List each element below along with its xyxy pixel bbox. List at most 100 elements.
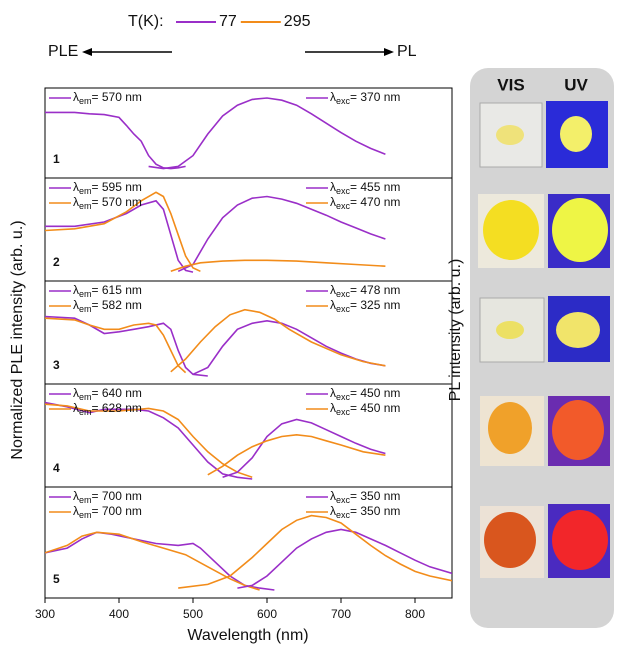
annotation: λem= 570 nm: [73, 90, 142, 106]
x-tick-label: 800: [405, 607, 425, 621]
x-axis-title: Wavelength (nm): [187, 627, 308, 644]
annotation-symbol: λ: [73, 504, 79, 518]
legend-title: T(K):: [128, 13, 164, 30]
annotation-value: = 570 nm: [92, 195, 142, 209]
legend-label: 77: [219, 13, 237, 30]
spectrum-line: [148, 97, 386, 170]
annotation-subscript: exc: [336, 96, 351, 106]
spectrum-line: [170, 259, 386, 273]
annotation-symbol: λ: [330, 90, 336, 104]
ple-label: PLE: [48, 43, 78, 60]
annotation: λem= 570 nm: [73, 195, 142, 211]
annotation-symbol: λ: [73, 489, 79, 503]
annotation-subscript: em: [79, 201, 92, 211]
column-header: VIS: [497, 75, 524, 94]
legend-label: 295: [284, 13, 311, 30]
annotation-subscript: em: [79, 304, 92, 314]
photo-sample: [552, 400, 604, 460]
annotation: λem= 582 nm: [73, 298, 142, 314]
photo-sample: [496, 125, 524, 145]
column-header: UV: [564, 75, 588, 94]
photo-sample: [552, 510, 608, 570]
spectrum-line: [178, 514, 452, 589]
annotation-value: = 450 nm: [350, 386, 400, 400]
annotation-symbol: λ: [73, 283, 79, 297]
annotation: λem= 640 nm: [73, 386, 142, 402]
annotation-subscript: exc: [336, 289, 351, 299]
annotation-value: = 350 nm: [350, 489, 400, 503]
pl-label: PL: [397, 43, 417, 60]
spectrum-line: [45, 315, 208, 377]
annotation-symbol: λ: [73, 195, 79, 209]
x-tick-label: 400: [109, 607, 129, 621]
annotation-subscript: exc: [336, 495, 351, 505]
annotation-subscript: em: [79, 96, 92, 106]
annotation-subscript: em: [79, 407, 92, 417]
annotation-symbol: λ: [330, 283, 336, 297]
spectrum-line: [45, 111, 186, 170]
annotation-symbol: λ: [330, 180, 336, 194]
annotation-symbol: λ: [330, 298, 336, 312]
spectrum-line: [222, 418, 386, 479]
plot-area: [45, 97, 386, 170]
photo-sample: [483, 200, 539, 260]
photo-sample: [484, 512, 536, 568]
photo-sample: [488, 402, 532, 454]
spectrum-line: [45, 531, 260, 591]
annotation-subscript: exc: [336, 304, 351, 314]
pl-arrowhead: [384, 48, 394, 56]
x-tick-label: 500: [183, 607, 203, 621]
annotation-symbol: λ: [73, 90, 79, 104]
plot-area: [45, 308, 386, 377]
x-tick-label: 700: [331, 607, 351, 621]
spectrum-line: [45, 199, 194, 273]
photo-sample: [560, 116, 592, 152]
annotation: λem= 700 nm: [73, 489, 142, 505]
spectrum-line: [45, 317, 187, 374]
annotation-symbol: λ: [330, 504, 336, 518]
annotation: λem= 700 nm: [73, 504, 142, 520]
annotation-subscript: em: [79, 495, 92, 505]
panel-label: 4: [53, 461, 60, 475]
spectrum-line: [207, 433, 386, 476]
annotation-value: = 450 nm: [350, 401, 400, 415]
annotation-value: = 570 nm: [92, 90, 142, 104]
annotation: λexc= 350 nm: [330, 489, 400, 505]
annotation: λexc= 450 nm: [330, 386, 400, 402]
panel-label: 3: [53, 358, 60, 372]
annotation: λexc= 350 nm: [330, 504, 400, 520]
photo-sample: [552, 198, 608, 262]
annotation: λexc= 370 nm: [330, 90, 400, 106]
annotation-symbol: λ: [330, 386, 336, 400]
annotation: λexc= 450 nm: [330, 401, 400, 417]
legend: 77 295: [176, 13, 311, 30]
annotation-symbol: λ: [330, 401, 336, 415]
panel-frame: [44, 486, 453, 599]
photos: [478, 101, 610, 578]
plot-area: [45, 514, 452, 591]
spectrum-line: [177, 195, 386, 273]
annotation: λexc= 470 nm: [330, 195, 400, 211]
photo-sample: [556, 312, 600, 348]
annotation: λem= 628 nm: [73, 401, 142, 417]
annotation-subscript: em: [79, 186, 92, 196]
annotation: λem= 595 nm: [73, 180, 142, 196]
annotation: λem= 615 nm: [73, 283, 142, 299]
annotation-symbol: λ: [330, 195, 336, 209]
annotation-symbol: λ: [73, 386, 79, 400]
annotation-symbol: λ: [73, 298, 79, 312]
panel-label: 5: [53, 572, 60, 586]
ple-arrowhead: [82, 48, 92, 56]
annotation-value: = 325 nm: [350, 298, 400, 312]
annotation-subscript: exc: [336, 407, 351, 417]
annotation-subscript: em: [79, 392, 92, 402]
annotation-value: = 350 nm: [350, 504, 400, 518]
plot-area: [45, 401, 386, 480]
